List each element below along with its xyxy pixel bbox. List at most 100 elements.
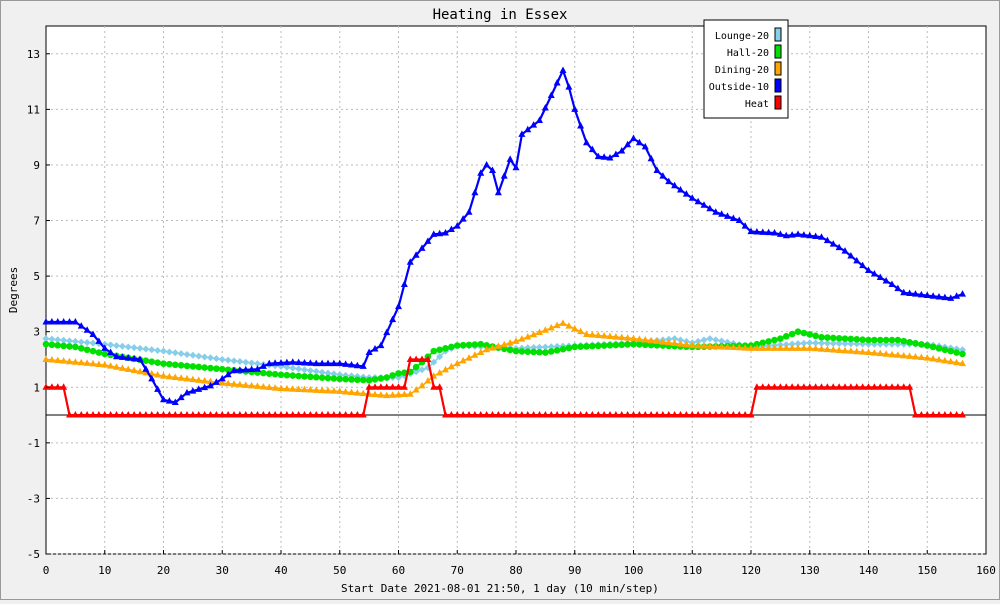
x-tick-label: 140 xyxy=(859,564,879,577)
data-point xyxy=(735,343,743,351)
data-point xyxy=(588,145,596,153)
data-point xyxy=(201,411,209,418)
data-point xyxy=(853,347,861,355)
data-point xyxy=(788,231,796,238)
data-point xyxy=(348,376,355,383)
data-point xyxy=(729,343,737,351)
data-point xyxy=(218,379,226,386)
data-point xyxy=(377,391,385,398)
x-tick-label: 150 xyxy=(917,564,937,577)
data-point xyxy=(136,344,144,352)
data-point xyxy=(277,358,285,366)
data-point xyxy=(42,383,50,390)
data-point xyxy=(688,341,696,349)
data-point xyxy=(547,343,555,351)
data-point xyxy=(483,342,490,349)
data-point xyxy=(694,337,702,345)
data-point xyxy=(154,371,162,378)
data-point xyxy=(348,411,355,418)
data-point xyxy=(771,344,778,351)
data-point xyxy=(218,365,226,373)
data-point xyxy=(888,336,896,344)
data-point xyxy=(177,362,185,369)
data-point xyxy=(953,411,961,418)
data-point xyxy=(882,350,890,357)
data-point xyxy=(729,411,737,418)
data-point xyxy=(207,364,214,372)
data-point xyxy=(142,357,150,365)
data-point xyxy=(448,343,455,351)
data-point xyxy=(536,343,543,351)
data-point xyxy=(794,328,802,335)
data-point xyxy=(118,353,126,360)
legend: Lounge-20 Hall-20 Dining-20 Outside-10 Heat xyxy=(703,19,789,119)
data-point xyxy=(295,372,302,380)
data-point xyxy=(265,383,273,391)
data-point xyxy=(806,344,814,351)
data-point xyxy=(489,344,496,351)
data-point xyxy=(207,411,214,418)
data-point xyxy=(171,349,179,357)
data-point xyxy=(923,291,931,299)
data-point xyxy=(600,411,608,418)
data-point xyxy=(213,365,220,372)
data-point xyxy=(236,380,244,388)
data-point xyxy=(307,373,314,381)
data-point xyxy=(189,411,197,418)
data-point xyxy=(953,349,960,356)
data-point xyxy=(894,336,902,344)
data-point xyxy=(453,411,461,418)
data-point xyxy=(818,345,825,352)
data-point xyxy=(589,342,596,350)
data-point xyxy=(436,229,444,237)
data-point xyxy=(706,335,714,343)
data-point xyxy=(377,375,385,382)
data-point xyxy=(236,358,244,366)
data-point xyxy=(324,374,332,382)
data-point xyxy=(189,363,197,370)
x-tick-label: 60 xyxy=(392,564,405,577)
data-point xyxy=(618,147,626,154)
data-point xyxy=(594,342,602,350)
data-point xyxy=(154,346,162,354)
data-point xyxy=(224,356,232,364)
data-point xyxy=(160,411,167,418)
data-point xyxy=(389,315,397,323)
data-point xyxy=(248,411,256,418)
data-point xyxy=(77,338,85,346)
data-point xyxy=(254,360,261,368)
data-point xyxy=(559,66,567,73)
data-point xyxy=(218,411,226,418)
data-point xyxy=(870,383,878,390)
data-point xyxy=(265,359,273,367)
data-point xyxy=(618,411,626,418)
data-point xyxy=(906,338,913,346)
data-point xyxy=(806,339,814,347)
data-point xyxy=(118,411,126,418)
data-point xyxy=(406,390,414,397)
data-point xyxy=(741,222,749,229)
legend-swatch xyxy=(774,78,782,93)
data-point xyxy=(635,335,643,342)
data-point xyxy=(759,228,767,235)
data-point xyxy=(500,411,508,418)
data-point xyxy=(541,326,549,333)
data-point xyxy=(812,383,820,390)
data-point xyxy=(95,411,103,418)
data-point xyxy=(377,383,385,390)
data-point xyxy=(518,130,526,137)
data-point xyxy=(929,411,937,418)
data-point xyxy=(254,382,261,389)
data-point xyxy=(359,411,367,418)
data-point xyxy=(389,383,397,390)
data-point xyxy=(812,232,820,240)
data-point xyxy=(365,348,373,356)
data-point xyxy=(512,411,520,418)
data-point xyxy=(859,336,866,343)
data-point xyxy=(248,381,256,389)
data-point xyxy=(418,381,426,389)
y-axis-label: Degrees xyxy=(7,267,20,313)
data-point xyxy=(583,343,590,350)
data-point xyxy=(588,411,596,418)
data-point xyxy=(935,292,943,300)
